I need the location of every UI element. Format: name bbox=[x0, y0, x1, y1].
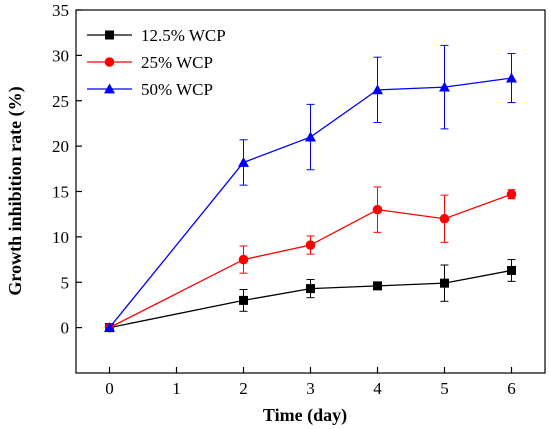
data-point bbox=[373, 281, 382, 291]
legend-marker bbox=[104, 83, 115, 94]
series-line bbox=[109, 193, 512, 329]
legend-label: 25% WCP bbox=[141, 53, 213, 72]
data-point bbox=[507, 265, 516, 275]
legend: 12.5% WCP 25% WCP 50% WCP bbox=[87, 26, 226, 99]
legend-label: 12.5% WCP bbox=[141, 26, 226, 45]
y-tick-label: 10 bbox=[52, 228, 69, 247]
data-point bbox=[238, 156, 249, 167]
series-layer bbox=[104, 44, 517, 333]
y-tick-label: 25 bbox=[52, 92, 69, 111]
x-tick-label: 3 bbox=[306, 379, 315, 398]
data-point bbox=[306, 284, 315, 294]
y-axis-ticks: 0 5 10 15 20 25 30 35 bbox=[52, 1, 82, 338]
series-0 bbox=[105, 259, 516, 333]
series-2 bbox=[104, 44, 517, 333]
data-point bbox=[440, 278, 449, 288]
y-tick-label: 20 bbox=[52, 137, 69, 156]
y-tick-label: 30 bbox=[52, 46, 69, 65]
x-tick-label: 6 bbox=[507, 379, 516, 398]
data-point bbox=[104, 322, 115, 333]
data-point bbox=[372, 84, 383, 95]
data-point bbox=[439, 213, 450, 224]
legend-marker bbox=[105, 30, 114, 40]
data-point bbox=[305, 240, 316, 250]
data-point bbox=[238, 254, 249, 265]
legend-item: 12.5% WCP bbox=[87, 26, 226, 45]
data-point bbox=[239, 295, 248, 305]
data-point bbox=[506, 189, 517, 200]
x-axis-title: Time (day) bbox=[263, 405, 347, 426]
x-tick-label: 0 bbox=[105, 379, 114, 398]
legend-item: 50% WCP bbox=[87, 80, 213, 99]
data-point bbox=[372, 204, 383, 215]
legend-item: 25% WCP bbox=[87, 53, 213, 72]
y-tick-label: 5 bbox=[61, 273, 70, 292]
y-tick-label: 15 bbox=[52, 183, 69, 202]
y-tick-label: 0 bbox=[61, 319, 70, 338]
data-point bbox=[506, 72, 517, 83]
legend-label: 50% WCP bbox=[141, 80, 213, 99]
legend-marker bbox=[104, 57, 115, 67]
series-line bbox=[108, 77, 512, 329]
data-point bbox=[439, 81, 450, 92]
series-line bbox=[109, 269, 512, 329]
x-tick-label: 4 bbox=[373, 379, 382, 398]
x-tick-label: 5 bbox=[440, 379, 449, 398]
x-tick-label: 1 bbox=[172, 379, 181, 398]
x-axis-ticks: 0 1 2 3 4 5 6 bbox=[105, 367, 516, 398]
y-tick-label: 35 bbox=[52, 1, 69, 20]
x-tick-label: 2 bbox=[239, 379, 248, 398]
data-point bbox=[305, 131, 316, 142]
y-axis-title: Growth inhibition rate (%) bbox=[5, 86, 26, 295]
